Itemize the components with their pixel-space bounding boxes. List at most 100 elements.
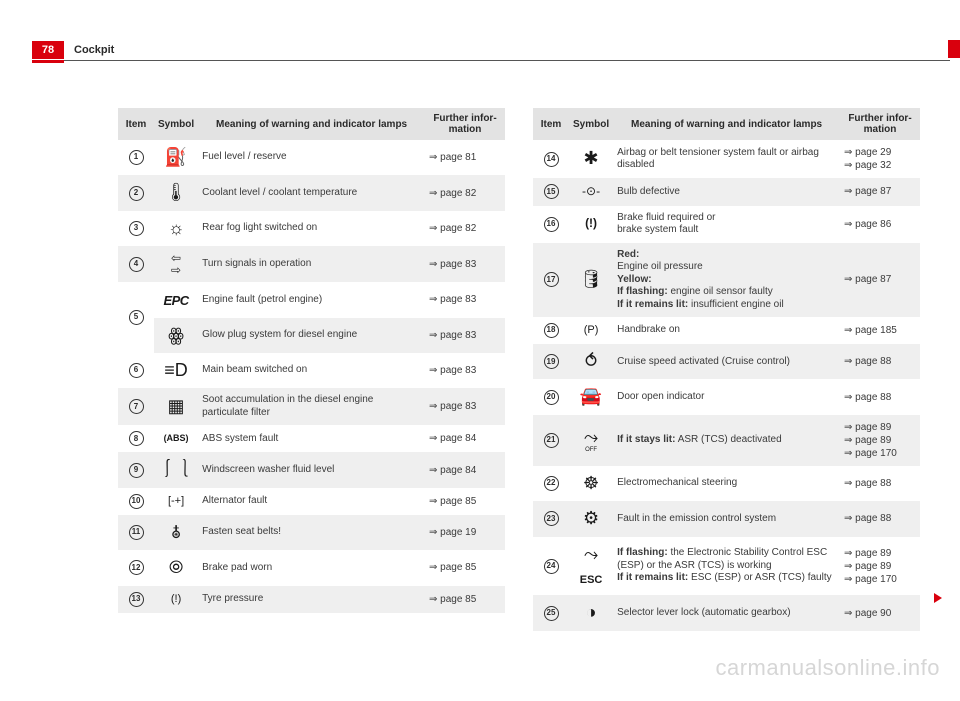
further-info-cell: ⇒ page 88 — [840, 501, 920, 536]
item-number-badge: 10 — [129, 494, 144, 509]
right-column: Item Symbol Meaning of warning and indic… — [533, 108, 920, 631]
table-row: 22☸Electromechanical steering⇒ page 88 — [533, 466, 920, 501]
symbol-cell: ⥀ — [569, 344, 613, 379]
symbol-cell: ◑ — [569, 595, 613, 630]
meaning-cell: Handbrake on — [613, 317, 840, 344]
th-info: Further infor-mation — [840, 108, 920, 140]
further-info-cell: ⇒ page 88 — [840, 466, 920, 501]
table-row: 21⤳OFFIf it stays lit: ASR (TCS) deactiv… — [533, 415, 920, 466]
meaning-cell: Airbag or belt tensioner system fault or… — [613, 140, 840, 178]
meaning-cell: Tyre pressure — [198, 586, 425, 613]
item-number-badge: 23 — [544, 511, 559, 526]
symbol-cell: ☸ — [569, 466, 613, 501]
meaning-cell: Electromechanical steering — [613, 466, 840, 501]
table-row: 14✱Airbag or belt tensioner system fault… — [533, 140, 920, 178]
further-info-cell: ⇒ page 83 — [425, 318, 505, 353]
meaning-cell: Cruise speed activated (Cruise control) — [613, 344, 840, 379]
page-header: 78 Cockpit — [0, 40, 960, 60]
meaning-cell: Soot accumulation in the diesel engine p… — [198, 388, 425, 425]
symbol-cell: 🌡 — [154, 175, 198, 210]
table-row: 5EPCEngine fault (petrol engine)⇒ page 8… — [118, 282, 505, 317]
table-row: 3☼Rear fog light switched on⇒ page 82 — [118, 211, 505, 246]
table-row: 2🌡Coolant level / coolant temperature⇒ p… — [118, 175, 505, 210]
further-info-cell: ⇒ page 88 — [840, 344, 920, 379]
meaning-cell: Turn signals in operation — [198, 246, 425, 282]
symbol-cell: ꙮ — [154, 318, 198, 353]
item-number-cell: 2 — [118, 175, 154, 210]
meaning-cell: Windscreen washer fluid level — [198, 452, 425, 487]
continue-indicator-icon — [934, 593, 942, 603]
meaning-cell: Rear fog light switched on — [198, 211, 425, 246]
further-info-cell: ⇒ page 89⇒ page 89⇒ page 170 — [840, 415, 920, 466]
item-number-cell: 17 — [533, 243, 569, 318]
further-info-cell: ⇒ page 88 — [840, 379, 920, 414]
further-info-cell: ⇒ page 29⇒ page 32 — [840, 140, 920, 178]
item-number-cell: 8 — [118, 425, 154, 452]
item-number-cell: 19 — [533, 344, 569, 379]
item-number-badge: 6 — [129, 363, 144, 378]
item-number-cell: 14 — [533, 140, 569, 178]
th-item: Item — [533, 108, 569, 140]
symbol-cell: 🛢 — [569, 243, 613, 318]
meaning-cell: Engine fault (petrol engine) — [198, 282, 425, 317]
header-rule — [32, 60, 950, 61]
further-info-cell: ⇒ page 83 — [425, 282, 505, 317]
item-number-cell: 12 — [118, 550, 154, 585]
table-row: 4⇦⇨Turn signals in operation⇒ page 83 — [118, 246, 505, 282]
symbol-cell: 🚘 — [569, 379, 613, 414]
symbol-cell: ⤳ESC — [569, 537, 613, 596]
th-symbol: Symbol — [154, 108, 198, 140]
item-number-cell: 15 — [533, 178, 569, 206]
symbol-cell: ⚙ — [569, 501, 613, 536]
item-number-badge: 7 — [129, 399, 144, 414]
further-info-cell: ⇒ page 82 — [425, 175, 505, 210]
meaning-cell: Bulb defective — [613, 178, 840, 206]
item-number-cell: 20 — [533, 379, 569, 414]
further-info-cell: ⇒ page 82 — [425, 211, 505, 246]
symbol-cell: [-+] — [154, 488, 198, 515]
item-number-badge: 18 — [544, 323, 559, 338]
symbol-cell: (ABS) — [154, 425, 198, 452]
th-info: Further infor-mation — [425, 108, 505, 140]
meaning-cell: ABS system fault — [198, 425, 425, 452]
th-info-text: Further infor-mation — [433, 113, 496, 135]
table-row: 6≡DMain beam switched on⇒ page 83 — [118, 353, 505, 388]
section-title: Cockpit — [74, 44, 114, 56]
th-info-text: Further infor-mation — [848, 113, 911, 135]
item-number-badge: 8 — [129, 431, 144, 446]
meaning-cell: Alternator fault — [198, 488, 425, 515]
symbol-cell: ✱ — [569, 140, 613, 178]
meaning-cell: Brake fluid required orbrake system faul… — [613, 206, 840, 243]
symbol-cell: ⦾ — [154, 550, 198, 585]
item-number-cell: 4 — [118, 246, 154, 282]
further-info-cell: ⇒ page 85 — [425, 550, 505, 585]
further-info-cell: ⇒ page 86 — [840, 206, 920, 243]
th-symbol: Symbol — [569, 108, 613, 140]
symbol-cell: EPC — [154, 282, 198, 317]
item-number-cell: 24 — [533, 537, 569, 596]
table-row: 19⥀Cruise speed activated (Cruise contro… — [533, 344, 920, 379]
item-number-badge: 11 — [129, 525, 144, 540]
item-number-badge: 15 — [544, 184, 559, 199]
meaning-cell: Fuel level / reserve — [198, 140, 425, 175]
item-number-badge: 4 — [129, 257, 144, 272]
item-number-cell: 5 — [118, 282, 154, 353]
item-number-cell: 6 — [118, 353, 154, 388]
meaning-cell: Fault in the emission control system — [613, 501, 840, 536]
table-row: 7 ▦Soot accumulation in the diesel engine… — [118, 388, 505, 425]
item-number-badge: 21 — [544, 433, 559, 448]
further-info-cell: ⇒ page 81 — [425, 140, 505, 175]
indicator-table-left: Item Symbol Meaning of warning and indic… — [118, 108, 505, 613]
table-row: 12⦾Brake pad worn⇒ page 85 — [118, 550, 505, 585]
meaning-cell: If flashing: the Electronic Stability Co… — [613, 537, 840, 596]
item-number-cell: 22 — [533, 466, 569, 501]
item-number-badge: 25 — [544, 606, 559, 621]
symbol-cell: ⇦⇨ — [154, 246, 198, 282]
item-number-badge: 12 — [129, 560, 144, 575]
item-number-cell: 3 — [118, 211, 154, 246]
symbol-cell: ▦ — [154, 388, 198, 425]
further-info-cell: ⇒ page 83 — [425, 353, 505, 388]
symbol-cell: ⛽ — [154, 140, 198, 175]
symbol-cell: (!) — [154, 586, 198, 613]
further-info-cell: ⇒ page 185 — [840, 317, 920, 344]
